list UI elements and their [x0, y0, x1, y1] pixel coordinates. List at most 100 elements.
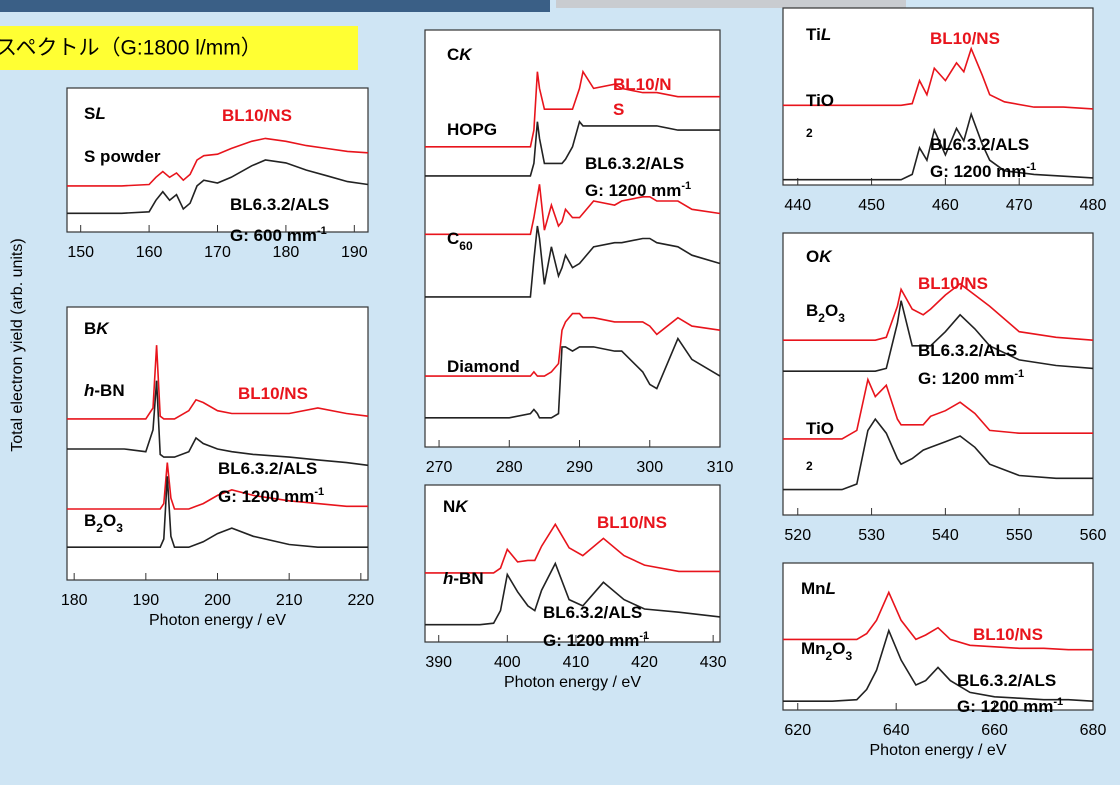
- panel-title: SL: [84, 104, 106, 123]
- text-run: -1: [1014, 368, 1024, 380]
- x-tick-label: 170: [204, 244, 231, 261]
- spectrum-line: [425, 184, 721, 236]
- annotation: B2O3: [84, 511, 123, 535]
- spectrum-line: [425, 312, 721, 377]
- x-tick-label: 280: [496, 459, 523, 476]
- x-axis-label: Photon energy / eV: [870, 742, 1007, 759]
- x-tick-label: 410: [563, 654, 590, 671]
- panel-title: BK: [84, 319, 110, 338]
- x-tick-label: 620: [784, 722, 811, 739]
- text-run: K: [96, 319, 110, 338]
- x-tick-label: 210: [276, 592, 303, 609]
- text-run: 3: [838, 311, 845, 325]
- panel-title: TiL: [806, 25, 831, 44]
- annotation: BL10/NS: [238, 384, 308, 403]
- text-run: O: [832, 639, 845, 658]
- text-run: 2: [96, 521, 103, 535]
- annotation: h-BN: [443, 569, 484, 588]
- text-run: B: [84, 319, 96, 338]
- text-run: Ti: [806, 25, 821, 44]
- text-run: BL6.3.2/ALS: [218, 459, 317, 478]
- annotation: S powder: [84, 147, 161, 166]
- plot-frame: [424, 484, 721, 643]
- text-run: G: 1200 mm: [585, 181, 681, 200]
- annotation: 2: [806, 126, 813, 140]
- spectrum-line: [67, 476, 368, 548]
- annotation: h-BN: [84, 381, 125, 400]
- spectrum-line: [67, 462, 368, 510]
- x-tick-label: 310: [707, 459, 734, 476]
- text-run: K: [819, 247, 833, 266]
- x-tick-label: 190: [341, 244, 368, 261]
- annotation: TiO: [806, 419, 834, 438]
- spectrum-line: [425, 69, 720, 148]
- x-tick-label: 290: [566, 459, 593, 476]
- annotation: G: 1200 mm-1: [218, 486, 324, 507]
- x-tick-label: 640: [883, 722, 910, 739]
- x-tick-label: 420: [631, 654, 658, 671]
- spectrum-line: [783, 377, 1093, 440]
- text-run: -1: [1053, 696, 1063, 708]
- text-run: TiO: [806, 419, 834, 438]
- annotation: BL6.3.2/ALS: [218, 459, 317, 478]
- spectrum-line: [425, 522, 720, 574]
- text-run: -BN: [453, 569, 483, 588]
- text-run: BL10/NS: [973, 625, 1043, 644]
- x-tick-label: 520: [784, 527, 811, 544]
- text-run: Diamond: [447, 357, 520, 376]
- annotation: BL6.3.2/ALS: [543, 603, 642, 622]
- text-run: 3: [116, 521, 123, 535]
- text-run: -BN: [94, 381, 124, 400]
- spectrum-line: [67, 137, 369, 187]
- annotation: BL6.3.2/ALS: [918, 341, 1017, 360]
- x-tick-label: 440: [784, 197, 811, 214]
- spectrum-line: [425, 336, 721, 419]
- x-tick-label: 480: [1080, 197, 1107, 214]
- annotation: G: 1200 mm-1: [957, 696, 1063, 717]
- x-tick-label: 560: [1080, 527, 1107, 544]
- annotation: BL6.3.2/ALS: [930, 135, 1029, 154]
- x-axis-label: Photon energy / eV: [149, 612, 286, 629]
- x-tick-label: 180: [273, 244, 300, 261]
- photo-strip: [0, 0, 550, 12]
- text-run: 60: [459, 239, 473, 253]
- text-run: C: [447, 45, 459, 64]
- annotation: G: 1200 mm-1: [930, 161, 1036, 182]
- header-box: [0, 26, 358, 70]
- spectrum-line: [783, 46, 1094, 110]
- text-run: G: 1200 mm: [930, 162, 1026, 181]
- text-run: BL10/NS: [930, 29, 1000, 48]
- text-run: h: [84, 381, 94, 400]
- panel-title: NK: [443, 497, 469, 516]
- text-run: G: 1200 mm: [957, 697, 1053, 716]
- text-run: 2: [806, 459, 813, 473]
- text-run: G: 1200 mm: [218, 487, 314, 506]
- text-run: BL10/N: [613, 75, 672, 94]
- x-tick-label: 160: [136, 244, 163, 261]
- annotation: B2O3: [806, 301, 845, 325]
- text-run: G: 1200 mm: [543, 631, 639, 650]
- spectrum-line: [783, 282, 1094, 341]
- text-run: K: [455, 497, 469, 516]
- text-run: -1: [314, 486, 324, 498]
- annotation: BL10/NS: [973, 625, 1043, 644]
- x-tick-label: 390: [425, 654, 452, 671]
- text-run: BL6.3.2/ALS: [930, 135, 1029, 154]
- text-run: -1: [1026, 161, 1036, 173]
- x-tick-label: 450: [858, 197, 885, 214]
- x-tick-label: 150: [67, 244, 94, 261]
- spectrum-line: [783, 111, 1094, 181]
- text-run: O: [825, 301, 838, 320]
- text-run: S: [84, 104, 95, 123]
- text-run: -1: [639, 630, 649, 642]
- x-tick-label: 220: [347, 592, 374, 609]
- text-run: BL6.3.2/ALS: [585, 154, 684, 173]
- panel-title: MnL: [801, 579, 836, 598]
- text-run: Mn: [801, 639, 826, 658]
- plot-frame: [782, 232, 1094, 516]
- text-run: S powder: [84, 147, 161, 166]
- photo-strip: [556, 0, 906, 8]
- text-run: BL6.3.2/ALS: [957, 671, 1056, 690]
- x-tick-label: 180: [61, 592, 88, 609]
- plot-frame: [782, 562, 1094, 711]
